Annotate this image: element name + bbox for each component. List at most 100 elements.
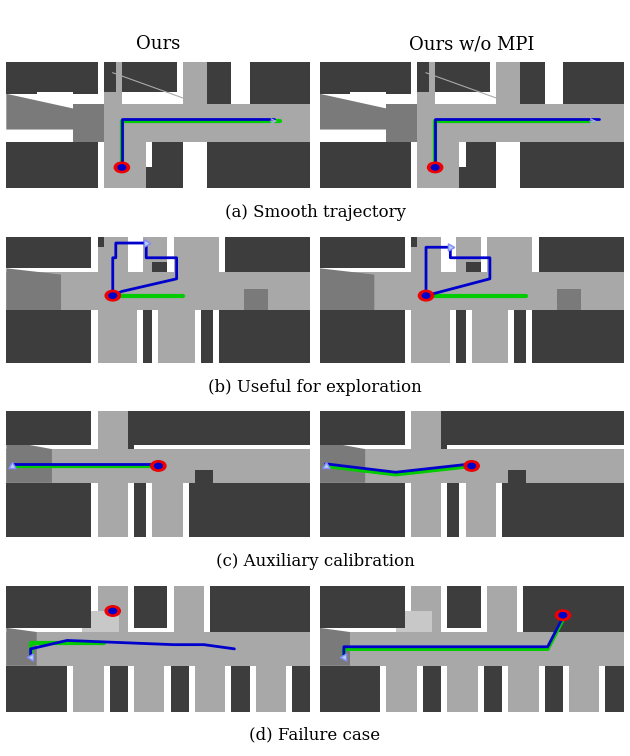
Bar [563, 104, 624, 150]
Bar [459, 167, 466, 188]
Bar [532, 311, 624, 363]
Polygon shape [6, 268, 61, 311]
Text: (a) Smooth trajectory: (a) Smooth trajectory [224, 204, 406, 221]
Bar [213, 272, 311, 311]
Circle shape [428, 162, 443, 172]
Circle shape [418, 290, 433, 301]
Bar [98, 411, 128, 449]
Bar [103, 104, 146, 188]
Bar [6, 586, 91, 627]
Circle shape [118, 165, 125, 170]
Bar [544, 666, 563, 712]
Bar [441, 411, 447, 449]
Bar [484, 666, 502, 712]
Bar [6, 142, 98, 188]
Bar [195, 666, 226, 712]
Bar [539, 237, 624, 272]
Bar [423, 666, 441, 712]
Bar [417, 62, 429, 91]
Circle shape [555, 610, 571, 621]
Bar [411, 586, 441, 632]
Bar [472, 311, 508, 363]
Bar [98, 237, 103, 247]
Bar [487, 237, 532, 272]
Bar [466, 142, 496, 188]
Bar [319, 411, 404, 445]
Circle shape [468, 463, 476, 469]
Polygon shape [6, 441, 52, 483]
Bar [6, 666, 67, 712]
Bar [496, 62, 520, 104]
Bar [6, 142, 98, 188]
Bar [569, 666, 599, 712]
Bar [6, 411, 91, 445]
Bar [226, 237, 311, 272]
Bar [98, 311, 137, 363]
Bar [487, 586, 517, 632]
Bar [319, 632, 624, 666]
Bar [319, 237, 404, 268]
Bar [134, 666, 164, 712]
Circle shape [151, 460, 166, 471]
Circle shape [464, 460, 479, 471]
Bar [103, 62, 122, 104]
Text: Ours: Ours [136, 36, 180, 53]
Bar [143, 311, 152, 363]
Bar [134, 483, 146, 538]
Bar [520, 142, 624, 188]
Bar [174, 237, 219, 272]
Bar [319, 586, 404, 627]
Bar [152, 262, 168, 272]
Polygon shape [386, 104, 417, 142]
Circle shape [109, 609, 117, 614]
Bar [396, 611, 432, 632]
Bar [411, 237, 441, 272]
Bar [122, 62, 176, 91]
Bar [319, 62, 386, 91]
Bar [563, 62, 624, 104]
Circle shape [105, 290, 120, 301]
Bar [83, 611, 119, 632]
Bar [98, 483, 128, 538]
Bar [319, 272, 624, 311]
Bar [201, 311, 213, 363]
Bar [563, 483, 624, 538]
Bar [386, 104, 624, 142]
Bar [319, 449, 624, 483]
Bar [411, 411, 441, 449]
Text: (c) Auxiliary calibration: (c) Auxiliary calibration [215, 553, 415, 570]
Circle shape [559, 612, 566, 618]
Bar [520, 62, 544, 104]
Circle shape [109, 293, 117, 299]
Bar [98, 586, 128, 632]
Bar [319, 142, 411, 188]
Bar [6, 483, 91, 538]
Bar [6, 62, 73, 91]
Bar [319, 483, 404, 538]
Bar [73, 104, 311, 142]
Bar [244, 290, 268, 311]
Bar [386, 62, 411, 94]
Bar [256, 666, 286, 712]
Bar [219, 311, 311, 363]
Bar [411, 311, 450, 363]
Bar [73, 62, 98, 94]
Bar [73, 666, 103, 712]
Bar [292, 666, 311, 712]
Bar [98, 237, 128, 272]
Bar [174, 237, 219, 272]
Bar [207, 62, 231, 104]
Bar [210, 586, 311, 632]
Circle shape [114, 162, 130, 172]
Bar [158, 311, 195, 363]
Polygon shape [319, 268, 374, 311]
Polygon shape [319, 441, 365, 483]
Circle shape [432, 165, 439, 170]
Bar [532, 449, 624, 483]
Bar [456, 311, 466, 363]
Bar [143, 237, 168, 272]
Circle shape [422, 293, 430, 299]
Bar [152, 483, 183, 538]
Bar [195, 470, 213, 483]
Bar [447, 483, 459, 538]
